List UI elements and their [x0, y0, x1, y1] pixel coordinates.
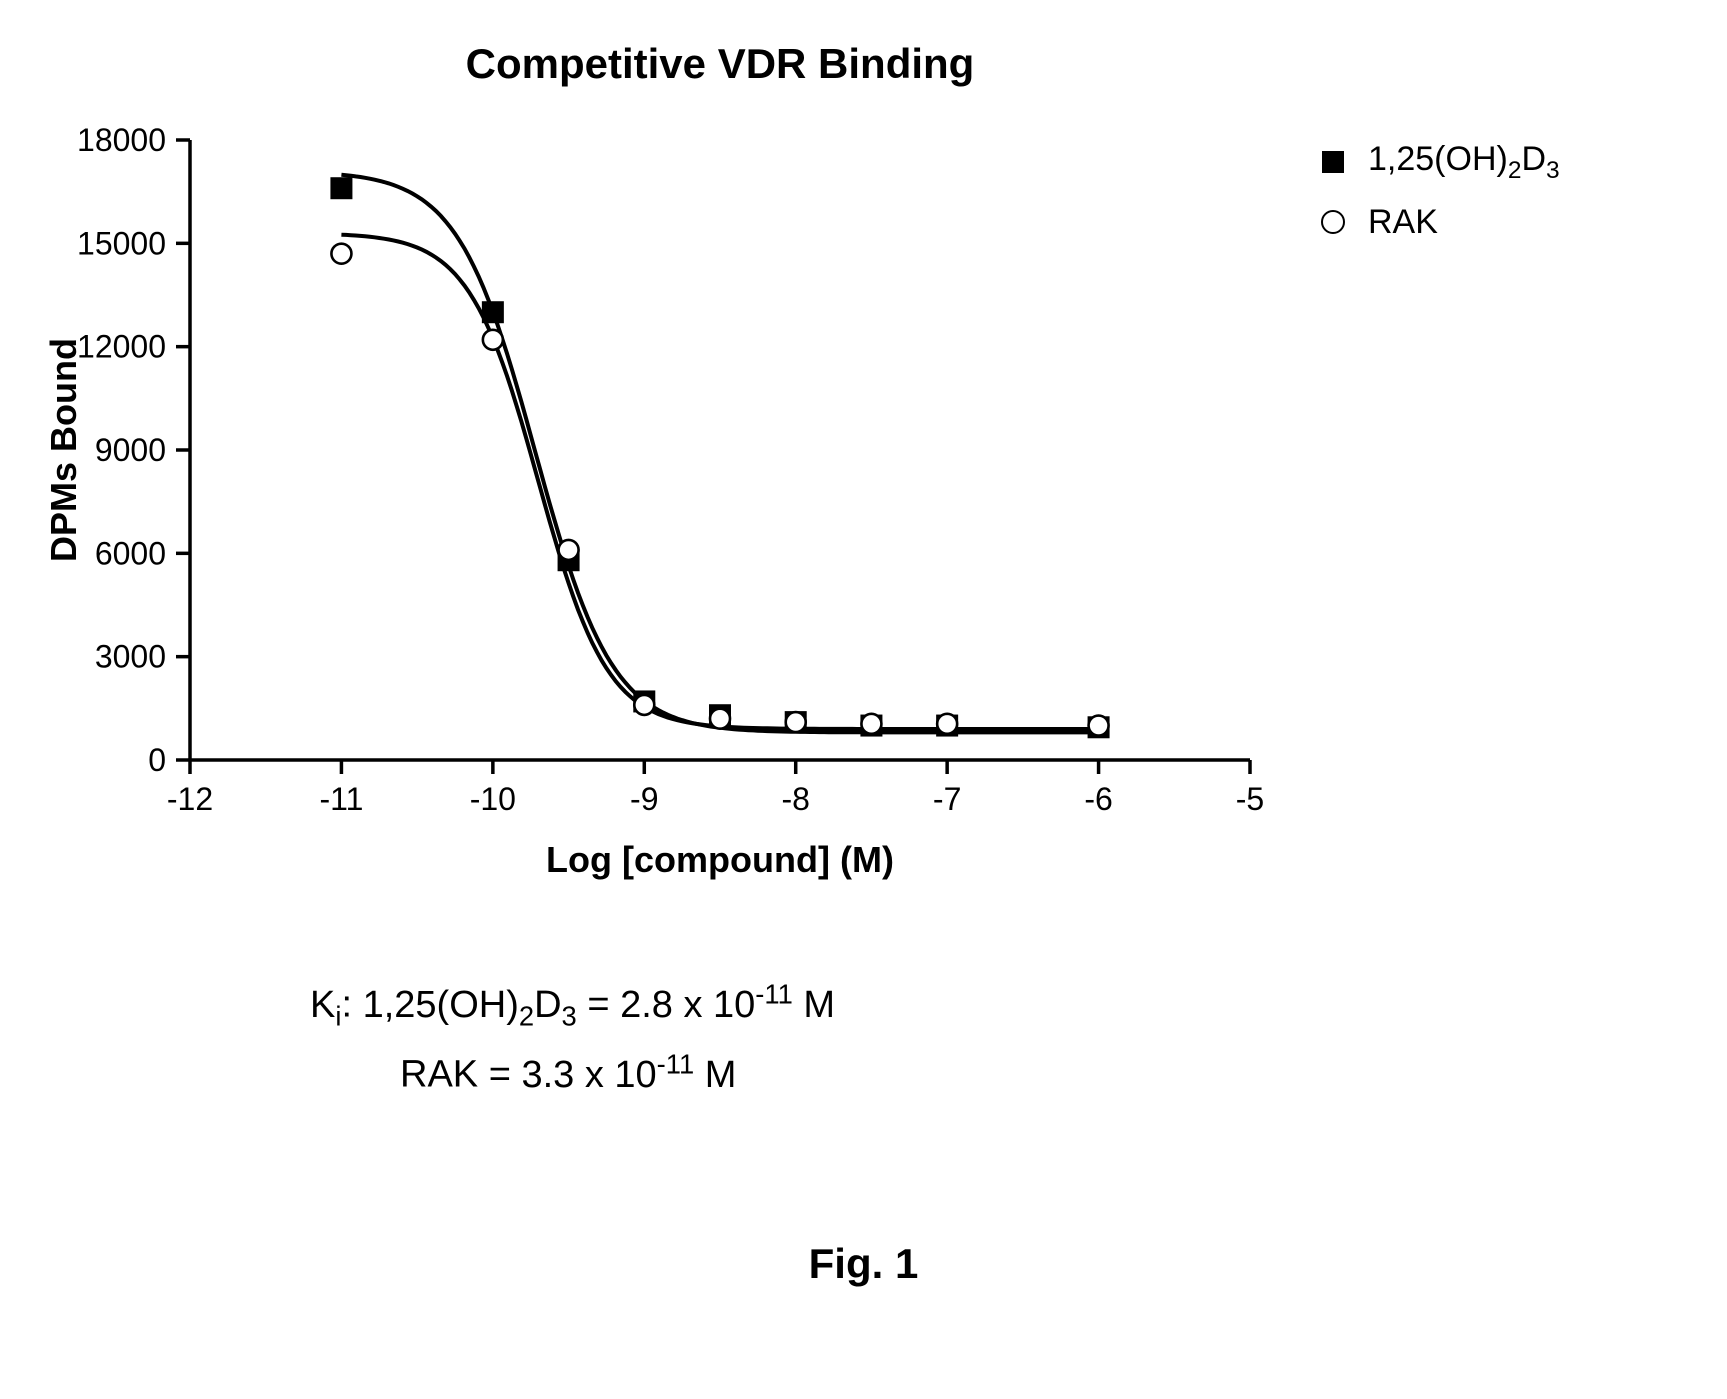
legend-item: RAK [1320, 203, 1560, 242]
legend-label: RAK [1368, 203, 1438, 242]
svg-text:6000: 6000 [95, 535, 166, 571]
svg-text:-12: -12 [167, 781, 213, 817]
open-circle-icon [1320, 209, 1346, 235]
svg-text:-8: -8 [781, 781, 809, 817]
svg-text:-11: -11 [319, 781, 363, 817]
ki-prefix: Ki [310, 984, 341, 1026]
svg-text:Log [compound] (M): Log [compound] (M) [546, 839, 894, 880]
filled-square-icon [1320, 149, 1346, 175]
ki-value: 2.8 x 10-11 M [620, 984, 835, 1026]
svg-text:15000: 15000 [77, 225, 166, 261]
svg-text:DPMs Bound: DPMs Bound [43, 338, 84, 562]
ki-annotation: Ki: 1,25(OH)2D3 = 2.8 x 10-11 M RAK = 3.… [310, 970, 835, 1108]
svg-text:12000: 12000 [77, 329, 166, 365]
svg-text:-5: -5 [1236, 781, 1264, 817]
svg-text:-9: -9 [630, 781, 658, 817]
binding-chart: Competitive VDR Binding -12 -11 -10 -9 -8 -7 -6… [40, 30, 1300, 890]
svg-text:9000: 9000 [95, 432, 166, 468]
svg-text:3000: 3000 [95, 639, 166, 675]
svg-text:-7: -7 [933, 781, 961, 817]
svg-text:18000: 18000 [77, 122, 166, 158]
svg-text:Competitive VDR Binding: Competitive VDR Binding [466, 40, 975, 87]
svg-text:0: 0 [148, 742, 166, 778]
legend-item: 1,25(OH)2D3 [1320, 140, 1560, 185]
legend-label: 1,25(OH)2D3 [1368, 140, 1560, 185]
svg-text:-10: -10 [470, 781, 516, 817]
figure-label: Fig. 1 [0, 1240, 1727, 1288]
chart-container: Competitive VDR Binding -12 -11 -10 -9 -8 -7 -6… [40, 30, 1300, 895]
svg-text:-6: -6 [1084, 781, 1112, 817]
ki-value: 3.3 x 10-11 M [521, 1054, 736, 1096]
ki-line: RAK [400, 1054, 478, 1096]
ki-line: 1,25(OH)2D3 [363, 984, 577, 1026]
legend: 1,25(OH)2D3 RAK [1320, 140, 1560, 260]
